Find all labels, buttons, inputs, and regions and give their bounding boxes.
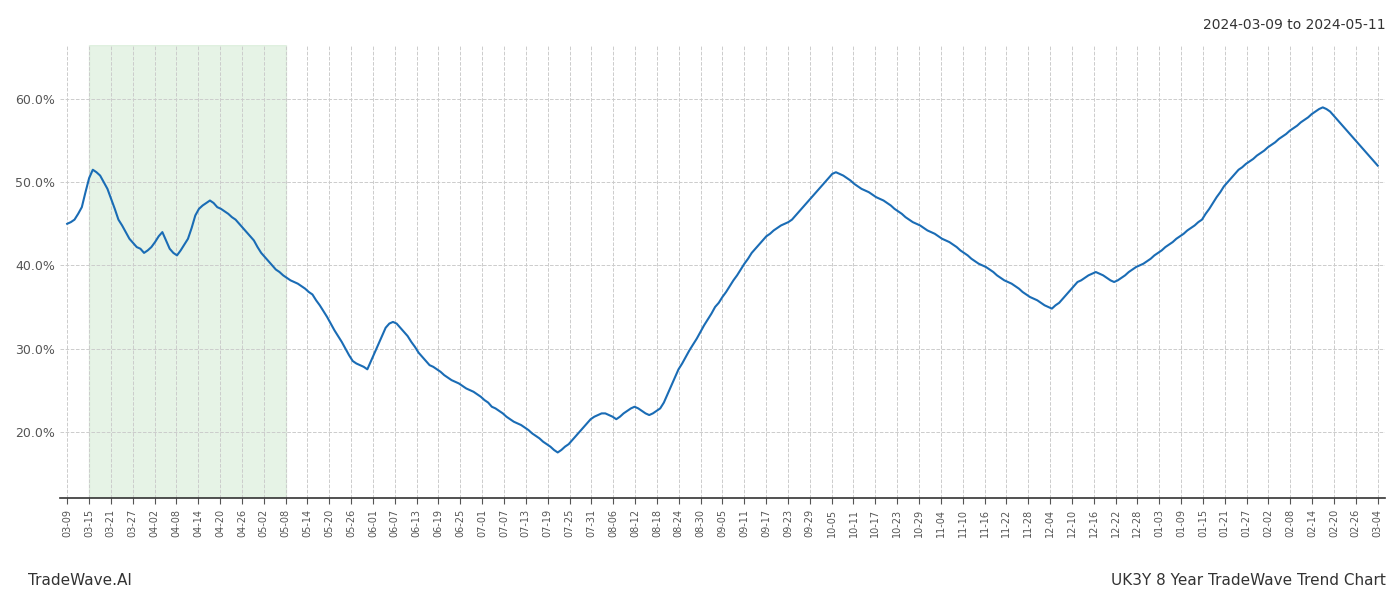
Text: TradeWave.AI: TradeWave.AI bbox=[28, 573, 132, 588]
Text: 2024-03-09 to 2024-05-11: 2024-03-09 to 2024-05-11 bbox=[1204, 18, 1386, 32]
Text: UK3Y 8 Year TradeWave Trend Chart: UK3Y 8 Year TradeWave Trend Chart bbox=[1112, 573, 1386, 588]
Bar bbox=[90, 45, 286, 498]
